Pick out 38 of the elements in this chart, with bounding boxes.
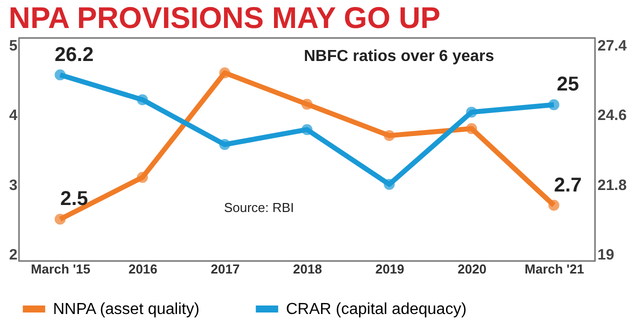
x-tick-label: 2020 bbox=[458, 262, 487, 276]
y2-tick-label: 27.4 bbox=[598, 37, 628, 54]
y-tick-label: 2 bbox=[9, 246, 18, 264]
y2-tick-label: 21.8 bbox=[598, 176, 627, 194]
point bbox=[136, 172, 148, 183]
chart-title: NPA PROVISIONS MAY GO UP bbox=[8, 2, 440, 35]
x-tick-label: 2017 bbox=[210, 262, 240, 276]
y2-tick-label: 24.6 bbox=[598, 107, 627, 124]
data-label: 25 bbox=[556, 74, 579, 96]
y-tick-label: 4 bbox=[9, 107, 18, 124]
x-tick-label: 2016 bbox=[128, 262, 158, 276]
point bbox=[466, 106, 478, 118]
x-tick-label: 2018 bbox=[293, 262, 322, 276]
x-tick-label: March '21 bbox=[524, 262, 584, 276]
point bbox=[548, 99, 560, 110]
point bbox=[302, 98, 312, 110]
annotation: NBFC ratios over 6 years bbox=[304, 48, 494, 65]
data-label: 2.7 bbox=[554, 174, 582, 196]
point bbox=[384, 178, 395, 190]
legend-label: CRAR (capital adequacy) bbox=[286, 301, 467, 318]
point bbox=[302, 124, 312, 136]
annotation: Source: RBI bbox=[224, 200, 294, 215]
point bbox=[54, 214, 66, 225]
data-label: 26.2 bbox=[54, 44, 94, 66]
point bbox=[548, 200, 560, 211]
point bbox=[54, 69, 66, 80]
point bbox=[219, 139, 230, 150]
y2-tick-label: 19 bbox=[598, 246, 614, 264]
x-tick-label: 2019 bbox=[375, 262, 404, 276]
point bbox=[219, 67, 230, 78]
y-tick-label: 5 bbox=[9, 37, 18, 54]
y-tick-label: 3 bbox=[9, 176, 18, 194]
point bbox=[136, 94, 148, 106]
point bbox=[466, 123, 478, 134]
legend-label: NNPA (asset quality) bbox=[53, 301, 200, 318]
data-label: 2.5 bbox=[60, 188, 88, 210]
x-tick-label: March '15 bbox=[30, 262, 90, 276]
point bbox=[384, 130, 395, 142]
